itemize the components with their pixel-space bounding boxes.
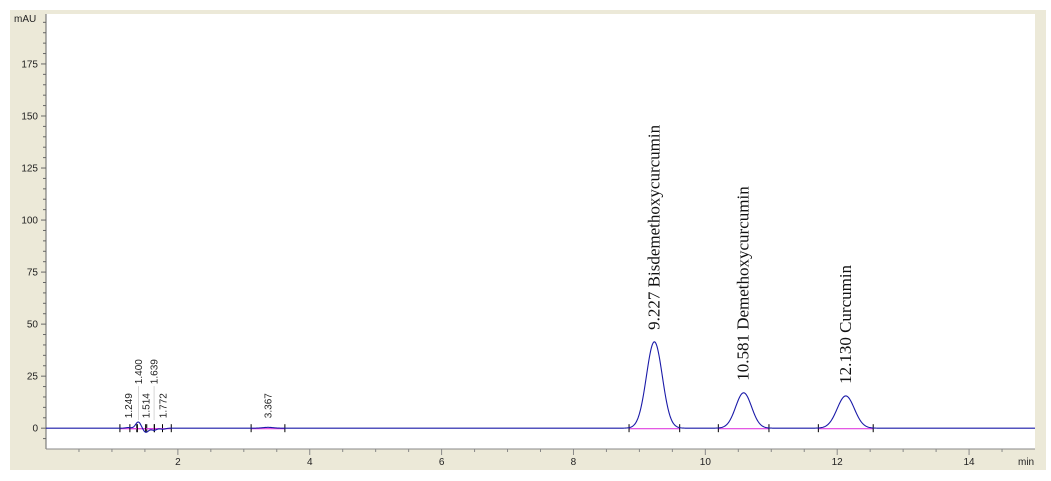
signal-trace — [46, 341, 1035, 433]
y-tick-label: 150 — [21, 111, 38, 122]
peak-label: 9.227 Bisdemethoxycurcumin — [644, 124, 663, 329]
x-tick-label: 12 — [832, 457, 844, 468]
x-tick-label: 14 — [964, 457, 976, 468]
peak-label: 1.400 — [134, 359, 145, 384]
y-tick-label: 175 — [21, 59, 38, 70]
x-tick-label: 10 — [700, 457, 712, 468]
peak-label: 1.249 — [124, 393, 135, 418]
y-tick-label: 25 — [27, 372, 39, 383]
peak-label: 1.514 — [141, 393, 152, 418]
x-tick-label: 8 — [571, 457, 577, 468]
peak-label: 12.130 Curcumin — [836, 264, 855, 383]
peak-label: 1.772 — [158, 393, 169, 418]
y-tick-label: 125 — [21, 164, 38, 175]
y-axis-label: mAU — [14, 14, 36, 25]
peak-label: 1.639 — [150, 359, 161, 384]
y-tick-label: 0 — [32, 424, 38, 435]
x-tick-label: 4 — [307, 457, 313, 468]
y-tick-label: 100 — [21, 216, 38, 227]
x-tick-label: 2 — [175, 457, 181, 468]
peak-label: 10.581 Demethoxycurcumin — [734, 186, 753, 381]
peak-label: 3.367 — [263, 393, 274, 418]
plot-area — [46, 14, 1035, 449]
x-axis-label: min — [1018, 457, 1034, 468]
y-tick-label: 50 — [27, 320, 39, 331]
y-tick-label: 75 — [27, 268, 39, 279]
x-tick-label: 6 — [439, 457, 445, 468]
